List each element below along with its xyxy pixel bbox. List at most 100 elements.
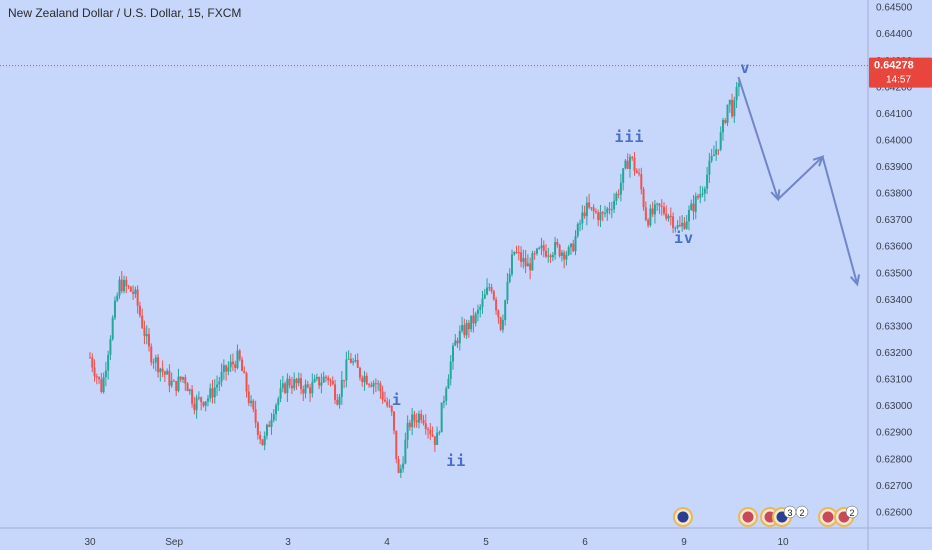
- candle-body: [447, 378, 450, 389]
- candle-body: [238, 350, 241, 360]
- candle-body: [531, 253, 534, 271]
- candle-body: [703, 188, 706, 194]
- candle-body: [542, 245, 545, 251]
- projection-arrow[interactable]: [737, 76, 780, 200]
- candle-body: [608, 208, 611, 210]
- candle-body: [588, 202, 591, 208]
- candle-body: [311, 382, 314, 394]
- candle-body: [343, 379, 346, 381]
- candle-body: [501, 319, 504, 330]
- candle-body: [361, 377, 364, 383]
- candle-body: [354, 359, 357, 362]
- candle-body: [433, 436, 436, 445]
- candle-body: [726, 104, 729, 123]
- x-tick-label: 4: [384, 537, 390, 548]
- candle-body: [408, 422, 411, 428]
- candle-body: [651, 208, 654, 215]
- candle-body: [395, 430, 398, 460]
- candle-body: [236, 350, 239, 369]
- candle-body: [154, 357, 157, 363]
- candle-body: [107, 354, 110, 371]
- candle-body: [186, 383, 189, 392]
- projection-arrow[interactable]: [821, 156, 859, 285]
- candle-body: [404, 439, 407, 464]
- y-tick-label: 0.63500: [876, 268, 913, 279]
- chart-title: New Zealand Dollar / U.S. Dollar, 15, FX…: [8, 6, 242, 20]
- candle-body: [204, 401, 207, 406]
- candle-body: [569, 243, 572, 248]
- candle-body: [706, 174, 709, 189]
- candle-body: [470, 315, 473, 330]
- candle-body: [626, 160, 629, 169]
- candle-body: [610, 209, 613, 211]
- candle-body: [660, 205, 663, 208]
- candle-body: [692, 203, 695, 212]
- candle-body: [656, 203, 659, 205]
- y-tick-label: 0.63600: [876, 242, 913, 253]
- candle-body: [685, 221, 688, 229]
- candle-body: [731, 99, 734, 117]
- candle-body: [390, 405, 393, 412]
- candle-body: [463, 325, 466, 336]
- candle-body: [658, 203, 661, 206]
- candle-body: [340, 379, 343, 397]
- candle-body: [545, 250, 548, 257]
- candle-body: [522, 258, 525, 262]
- candle-body: [250, 400, 253, 404]
- candle-body: [227, 367, 230, 372]
- candle-body: [617, 193, 620, 195]
- candle-body: [567, 247, 570, 255]
- candle-body: [481, 298, 484, 307]
- candle-body: [735, 87, 738, 101]
- candle-body: [547, 255, 550, 257]
- candle-body: [492, 291, 495, 300]
- y-tick-label: 0.64400: [876, 29, 913, 40]
- candle-body: [474, 313, 477, 324]
- y-tick-label: 0.64500: [876, 3, 913, 14]
- candle-body: [270, 419, 273, 427]
- x-tick-label: 30: [84, 537, 96, 548]
- candle-body: [697, 196, 700, 198]
- candle-body: [277, 398, 280, 406]
- candle-body: [678, 224, 681, 227]
- y-tick-label: 0.63300: [876, 321, 913, 332]
- candle-body: [290, 385, 293, 389]
- candle-body: [576, 223, 579, 237]
- candle-body: [356, 359, 359, 368]
- candle-body: [665, 213, 668, 219]
- last-price-value: 0.64278: [874, 60, 914, 72]
- y-tick-label: 0.62600: [876, 507, 913, 518]
- candle-body: [508, 274, 511, 282]
- event-count: 2: [849, 508, 854, 518]
- candle-body: [402, 463, 405, 469]
- candle-body: [445, 388, 448, 401]
- candle-body: [220, 372, 223, 382]
- candle-body: [331, 381, 334, 385]
- candle-body: [134, 289, 137, 294]
- candle-body: [594, 211, 597, 213]
- candle-body: [538, 247, 541, 249]
- candle-body: [202, 402, 205, 406]
- wave-label-ii: ii: [446, 452, 466, 470]
- candle-body: [109, 339, 112, 355]
- candle-body: [606, 208, 609, 214]
- y-tick-label: 0.64100: [876, 109, 913, 120]
- candle-body: [111, 317, 114, 340]
- candle-body: [579, 223, 582, 225]
- candle-body: [116, 295, 119, 301]
- event-count-badge: [795, 505, 809, 519]
- candle-body: [145, 333, 148, 337]
- candle-body: [490, 287, 493, 292]
- projection-arrow[interactable]: [777, 156, 824, 200]
- candle-body: [388, 405, 391, 407]
- candle-body: [495, 299, 498, 311]
- candle-body: [218, 381, 221, 385]
- candle-body: [302, 389, 305, 394]
- candle-body: [372, 383, 375, 387]
- candle-body: [719, 132, 722, 150]
- candle-body: [265, 424, 268, 436]
- candle-body: [533, 253, 536, 255]
- candle-body: [411, 414, 414, 428]
